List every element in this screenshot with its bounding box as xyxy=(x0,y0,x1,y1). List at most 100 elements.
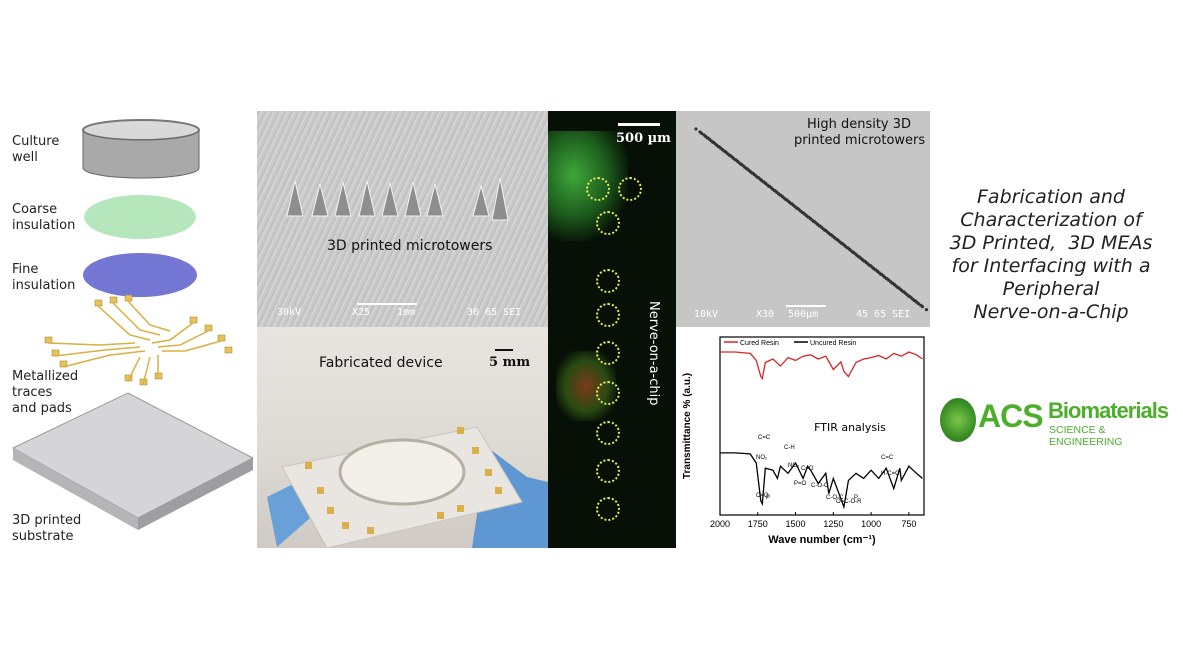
sem1-info: 36 65 SEI xyxy=(467,307,522,318)
microtower-dot xyxy=(767,184,771,188)
sem1-scale: 1mm xyxy=(397,307,416,318)
device-photo-graphic xyxy=(267,426,548,548)
microtower-dot xyxy=(739,162,743,166)
microtower-dot xyxy=(716,145,720,149)
logo-sub-text: SCIENCE & ENGINEERING xyxy=(1049,424,1123,448)
electrode-circle xyxy=(596,421,620,445)
peak-annotation: C=O xyxy=(801,466,814,472)
microtower-dot xyxy=(912,299,916,303)
electrode-circle xyxy=(596,303,620,327)
sem2-scale: 500µm xyxy=(788,309,819,320)
microtower-dot xyxy=(884,277,888,281)
series-line-cured xyxy=(720,351,923,381)
microtower-dot xyxy=(750,171,754,175)
microtower-dot xyxy=(828,233,832,237)
substrate-label: 3D printed substrate xyxy=(12,513,82,544)
logo-bio-text: Biomaterials xyxy=(1048,398,1169,423)
acs-logo: ACS Biomaterials SCIENCE & ENGINEERING xyxy=(940,396,1180,448)
peak-annotation: NO₂ xyxy=(756,455,768,461)
microtower-dot xyxy=(840,241,844,245)
logo-emblem xyxy=(940,398,976,442)
ftir-chart: Cured Resin Uncured Resin FTIR analysis 200… xyxy=(682,336,925,546)
y-axis-label: Transmittance % (a.u.) xyxy=(682,373,693,479)
fabricated-device-panel: Fabricated device 5 mm xyxy=(257,327,548,548)
microtower-dot xyxy=(834,237,838,241)
sem1-scalebar xyxy=(357,303,417,305)
microtower-dot xyxy=(744,167,748,171)
electrode-circle xyxy=(586,177,610,201)
microtower-dot xyxy=(907,294,911,298)
microtower-dot xyxy=(868,263,872,267)
x-tick-label: 1250 xyxy=(823,519,843,529)
microtower-dot xyxy=(823,228,827,232)
photo-caption: Fabricated device xyxy=(319,355,443,371)
nerve-on-chip-panel: 500 µm Nerve-on-a-chip xyxy=(548,111,676,548)
legend-label-cured: Cured Resin xyxy=(740,340,779,347)
sem2-caption: High density 3D printed microtowers xyxy=(794,117,926,148)
fluor-scale: 500 µm xyxy=(616,131,671,146)
fine-insulation-label: Fine insulation xyxy=(12,262,76,293)
microtower-array xyxy=(694,127,928,312)
peak-annotation: H-C=C xyxy=(881,471,900,477)
microtower-dot xyxy=(728,153,732,157)
microtower-dot xyxy=(784,197,788,201)
sem1-caption: 3D printed microtowers xyxy=(327,238,493,254)
photo-scale: 5 mm xyxy=(489,355,531,370)
microtower-dot xyxy=(795,206,799,210)
microtower-dot xyxy=(890,281,894,285)
microtower-dot xyxy=(700,131,704,135)
microtower-dot xyxy=(772,189,776,193)
electrode-circle xyxy=(596,459,620,483)
microtower-dot xyxy=(856,255,860,259)
peak-annotation: P=O xyxy=(794,481,807,487)
plot-frame xyxy=(719,336,925,516)
sem1-kv: 30kV xyxy=(277,307,302,318)
peak-annotation: C=C xyxy=(881,455,894,461)
microtower-dot xyxy=(924,308,928,312)
microtower-dot xyxy=(722,149,726,153)
legend-label-uncured: Uncured Resin xyxy=(810,340,856,347)
peak-annotation: C=O xyxy=(756,493,769,499)
x-axis-label: Wave number (cm⁻¹) xyxy=(768,534,876,546)
microtower-dot xyxy=(817,224,821,228)
microtower-dot xyxy=(920,305,924,309)
culture-well-ring xyxy=(82,119,200,179)
fluor-scalebar xyxy=(618,123,660,126)
microtower-dot xyxy=(916,302,920,306)
sem2-mag: X30 xyxy=(756,309,775,320)
x-tick-label: 750 xyxy=(901,519,916,529)
peak-annotation: C-H xyxy=(784,445,795,451)
fine-insulation-disc xyxy=(83,253,197,297)
electrode-circle xyxy=(596,269,620,293)
electrode-circle xyxy=(596,341,620,365)
peak-annotation: C-O-C xyxy=(811,483,829,489)
coarse-insulation-label: Coarse insulation xyxy=(12,202,76,233)
peak-annotation: O=C-O-R xyxy=(836,499,862,505)
microtower-dot xyxy=(873,268,877,272)
substrate-plate xyxy=(11,392,255,530)
sem2-scalebar xyxy=(786,305,826,307)
series-line-uncured xyxy=(720,452,923,510)
microtower-dot xyxy=(756,175,760,179)
x-tick-label: 1500 xyxy=(786,519,806,529)
microtower-dot xyxy=(879,272,883,276)
metallized-label: Metallized traces and pads xyxy=(12,369,79,416)
peak-annotation: C-O-C xyxy=(826,495,844,501)
culture-well-label: Culture well xyxy=(12,134,60,165)
photo-scalebar xyxy=(495,349,513,351)
metal-traces-graphic xyxy=(44,295,233,386)
peak-annotation: C=C xyxy=(758,435,771,441)
fluor-caption: Nerve-on-a-chip xyxy=(646,301,661,406)
microtower-dot xyxy=(845,246,849,250)
microtower-dot xyxy=(851,250,855,254)
logo-acs-text: ACS xyxy=(978,398,1044,434)
microtower-dot xyxy=(812,219,816,223)
sem1-mag: X25 xyxy=(352,307,371,318)
x-tick-label: 1000 xyxy=(861,519,881,529)
sem2-kv: 10kV xyxy=(694,309,719,320)
microtower-dot xyxy=(761,180,765,184)
x-tick-label: 2000 xyxy=(710,519,730,529)
sem-microtowers-panel: 3D printed microtowers 30kV X25 1mm 36 6… xyxy=(257,111,548,327)
peak-annotation: P xyxy=(854,495,858,501)
microtower-dot xyxy=(896,285,900,289)
